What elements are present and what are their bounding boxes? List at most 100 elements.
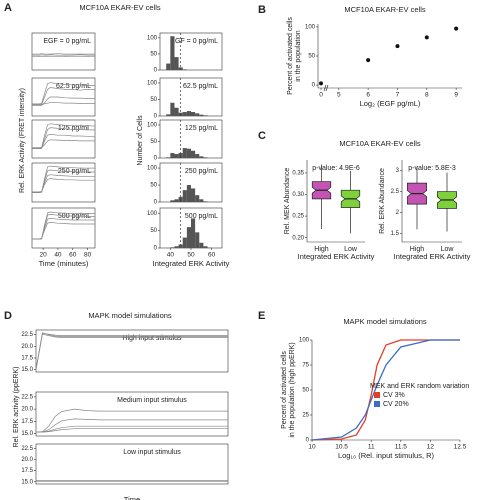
annotation: 250 pg/mL bbox=[185, 168, 218, 175]
x-tick-label: 11 bbox=[368, 444, 375, 451]
x-axis-label: Log₁₀ (Rel. input stimulus, R) bbox=[338, 451, 435, 460]
chart-title: MAPK model simulations bbox=[88, 311, 172, 320]
panel-frame bbox=[35, 443, 229, 485]
y-tick-label: 0 bbox=[306, 438, 310, 444]
y-axis-label: Percent of activated cells bbox=[281, 351, 288, 429]
histogram-bar bbox=[203, 246, 208, 248]
histogram-bar bbox=[182, 112, 187, 116]
scatter-point bbox=[454, 26, 459, 31]
x-tick-label: 12 bbox=[427, 444, 435, 451]
panel-frame bbox=[35, 391, 229, 437]
legend-label: CV 3% bbox=[383, 392, 405, 399]
line-series bbox=[32, 134, 95, 149]
y-tick-label: 50 bbox=[302, 388, 309, 394]
histogram-bar bbox=[178, 67, 183, 70]
y-tick-label: 17.5 bbox=[21, 356, 33, 362]
y-tick-label: 50 bbox=[150, 51, 157, 57]
y-tick-label: 25 bbox=[302, 413, 309, 419]
line-series bbox=[36, 418, 228, 433]
y-tick-label: 3 bbox=[396, 168, 400, 174]
y-axis-label: Number of Cells bbox=[137, 115, 144, 166]
y-tick-label: 50 bbox=[150, 97, 157, 103]
y-tick-label: 100 bbox=[299, 338, 310, 344]
y-tick-label: 1.5 bbox=[391, 231, 400, 237]
histogram-bar bbox=[182, 69, 187, 70]
histogram-bar bbox=[174, 199, 179, 202]
x-tick-label: 11.5 bbox=[395, 444, 408, 451]
y-tick-label: 0 bbox=[312, 83, 316, 89]
x-tick-label: 5 bbox=[337, 92, 341, 99]
y-tick-label: 0.20 bbox=[292, 235, 304, 241]
annotation: 125 pg/mL bbox=[185, 125, 218, 132]
y-tick-label: 75 bbox=[302, 363, 309, 369]
x-tick-label: 60 bbox=[208, 252, 216, 259]
x-axis-label: Integrated ERK Activity bbox=[394, 252, 471, 261]
histogram-bar bbox=[199, 199, 204, 202]
line-series bbox=[32, 178, 95, 193]
annotation: p-value: 4.9E-6 bbox=[312, 165, 360, 172]
y-tick-label: 50 bbox=[150, 183, 157, 189]
y-tick-label: 50 bbox=[150, 139, 157, 145]
x-tick-label: 8 bbox=[425, 92, 429, 99]
histogram-bar bbox=[186, 111, 191, 116]
histogram-bar bbox=[199, 156, 204, 158]
x-axis-label: Integrated ERK Activity bbox=[153, 259, 230, 268]
histogram-bar bbox=[199, 242, 204, 248]
panel-label: B bbox=[258, 4, 266, 16]
y-tick-label: 100 bbox=[147, 211, 158, 217]
line-series bbox=[32, 102, 95, 105]
y-tick-label: 15.0 bbox=[21, 479, 33, 485]
legend-swatch bbox=[374, 392, 380, 398]
histogram-bar bbox=[166, 157, 171, 158]
x-axis-label: Integrated ERK Activity bbox=[298, 252, 375, 261]
histogram-bar bbox=[186, 227, 191, 248]
y-tick-label: 50 bbox=[150, 228, 157, 234]
x-axis-label: Log₂ (EGF pg/mL) bbox=[360, 99, 421, 108]
scatter-point bbox=[319, 81, 323, 86]
y-axis-label: in the population bbox=[295, 30, 302, 81]
panel-frame bbox=[31, 162, 96, 203]
y-axis-label: Percent of activated cells bbox=[287, 17, 294, 95]
y-tick-label: 50 bbox=[308, 54, 315, 60]
line-series bbox=[36, 428, 228, 433]
panel-label: E bbox=[258, 310, 265, 322]
y-tick-label: 2.5 bbox=[391, 189, 400, 195]
x-tick-label: Low bbox=[344, 246, 358, 253]
x-tick-label: 40 bbox=[54, 252, 62, 259]
line-series bbox=[32, 96, 95, 106]
panel-frame bbox=[35, 329, 229, 373]
y-tick-label: 20.0 bbox=[21, 457, 33, 463]
legend-swatch bbox=[374, 401, 380, 407]
x-tick-label: 50 bbox=[187, 252, 195, 259]
line-series bbox=[32, 218, 95, 240]
histogram-bar bbox=[174, 57, 179, 70]
histogram-bar bbox=[195, 113, 200, 116]
histogram-bar bbox=[182, 148, 187, 158]
y-axis-label: Rel. MEK Abundance bbox=[284, 168, 291, 235]
y-tick-label: 100 bbox=[147, 35, 158, 41]
y-tick-label: 0.35 bbox=[292, 171, 304, 177]
line-series bbox=[32, 87, 95, 105]
line-series bbox=[35, 333, 228, 370]
y-tick-label: 100 bbox=[147, 123, 158, 129]
y-tick-label: 15.0 bbox=[21, 431, 33, 437]
panel-frame bbox=[31, 119, 96, 159]
y-tick-label: 0 bbox=[154, 246, 158, 252]
y-axis-label: Rel. ERK Activity (FRET intensity) bbox=[19, 88, 26, 193]
histogram-bar bbox=[174, 246, 179, 248]
annotation: High input stimulus bbox=[122, 335, 182, 342]
histogram-bar bbox=[203, 157, 208, 158]
x-tick-label: Low bbox=[441, 246, 455, 253]
y-axis-label: in the population (high ppERK) bbox=[289, 342, 296, 437]
histogram-bar bbox=[195, 154, 200, 158]
x-tick-label: 9 bbox=[454, 92, 458, 99]
histogram-bar bbox=[174, 154, 179, 158]
y-tick-label: 22.5 bbox=[21, 332, 33, 338]
scatter-point bbox=[366, 58, 371, 63]
x-tick-label: High bbox=[410, 246, 425, 253]
y-tick-label: 100 bbox=[147, 166, 158, 172]
line-series bbox=[32, 222, 95, 240]
chart-title: MAPK model simulations bbox=[343, 317, 427, 326]
line-series bbox=[32, 82, 95, 105]
